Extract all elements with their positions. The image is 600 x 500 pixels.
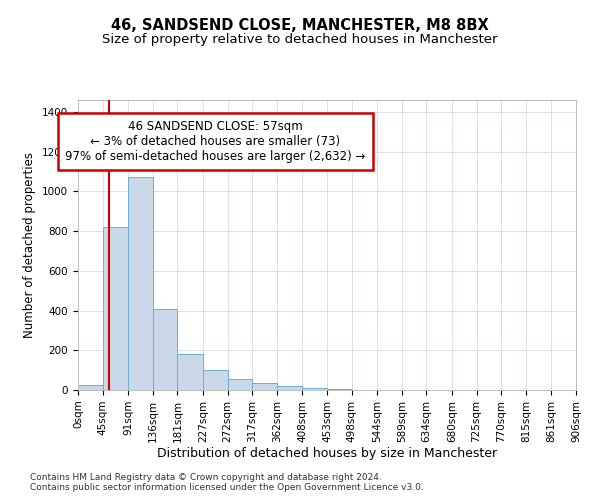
Text: Size of property relative to detached houses in Manchester: Size of property relative to detached ho… [102, 32, 498, 46]
Bar [227, 379, 252, 390]
Text: 46 SANDSEND CLOSE: 57sqm
← 3% of detached houses are smaller (73)
97% of semi-de: 46 SANDSEND CLOSE: 57sqm ← 3% of detache… [65, 120, 365, 163]
Bar [153, 308, 178, 390]
Y-axis label: Number of detached properties: Number of detached properties [23, 152, 37, 338]
Text: Contains HM Land Registry data © Crown copyright and database right 2024.: Contains HM Land Registry data © Crown c… [30, 472, 382, 482]
Bar [302, 388, 327, 390]
Bar [277, 386, 302, 390]
Text: 46, SANDSEND CLOSE, MANCHESTER, M8 8BX: 46, SANDSEND CLOSE, MANCHESTER, M8 8BX [111, 18, 489, 32]
Bar [203, 370, 227, 390]
Text: Contains public sector information licensed under the Open Government Licence v3: Contains public sector information licen… [30, 484, 424, 492]
X-axis label: Distribution of detached houses by size in Manchester: Distribution of detached houses by size … [157, 448, 497, 460]
Bar [252, 383, 277, 390]
Bar [178, 354, 203, 390]
Bar [128, 178, 153, 390]
Bar [103, 227, 128, 390]
Bar [78, 385, 103, 390]
